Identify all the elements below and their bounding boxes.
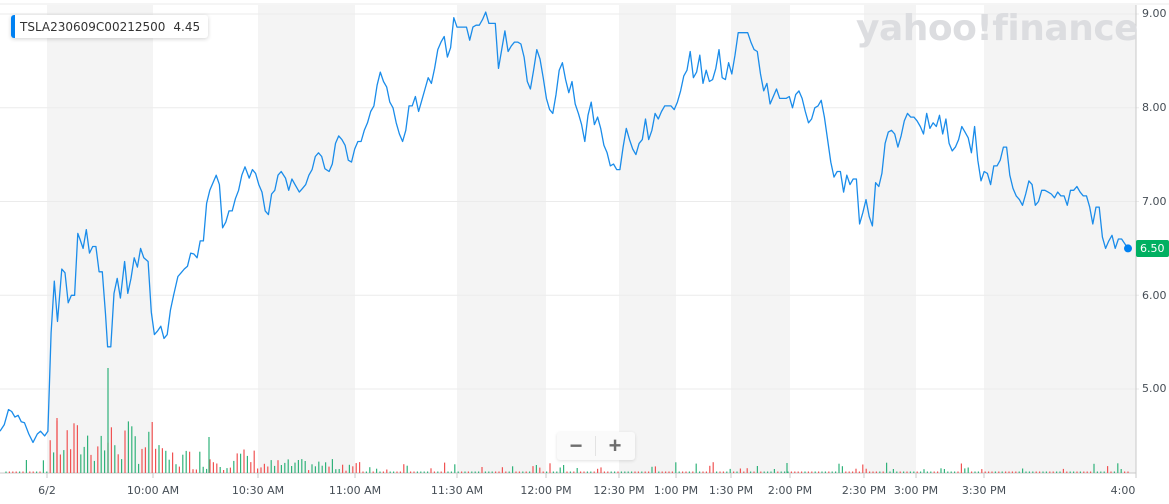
x-tick-1230pm: 12:30 PM [593,484,645,497]
y-tick-7: 7.00 [1142,195,1167,208]
series-value: 4.45 [173,19,201,34]
series-symbol: TSLA230609C00212500 [20,19,166,34]
x-tick-1000am: 10:00 AM [126,484,180,497]
x-tick-200pm: 2:00 PM [767,484,813,497]
y-tick-9: 9.00 [1142,7,1167,20]
x-tick-date: 6/2 [38,484,56,497]
x-tick-330pm: 3:30 PM [961,484,1007,497]
x-tick-1130am: 11:30 AM [430,484,484,497]
last-price-badge: 6.50 [1136,240,1169,257]
yahoo-finance-watermark: yahoo!finance [856,8,1139,49]
x-tick-100pm: 1:00 PM [653,484,699,497]
x-tick-1100am: 11:00 AM [328,484,382,497]
x-tick-1200pm: 12:00 PM [520,484,572,497]
zoom-separator [595,436,596,456]
zoom-controls: − + [557,432,635,460]
y-tick-5: 5.00 [1142,382,1167,395]
y-tick-8: 8.00 [1142,101,1167,114]
x-tick-400pm: 4:00 [1110,484,1136,497]
zoom-in-button[interactable]: + [608,433,622,458]
x-tick-300pm: 3:00 PM [893,484,939,497]
series-color-marker [11,15,15,38]
y-tick-6: 6.00 [1142,289,1167,302]
series-legend[interactable]: TSLA230609C00212500 4.45 [11,15,209,38]
x-tick-1030am: 10:30 AM [231,484,285,497]
zoom-out-button[interactable]: − [569,433,583,458]
x-tick-230pm: 2:30 PM [841,484,887,497]
x-tick-130pm: 1:30 PM [708,484,754,497]
